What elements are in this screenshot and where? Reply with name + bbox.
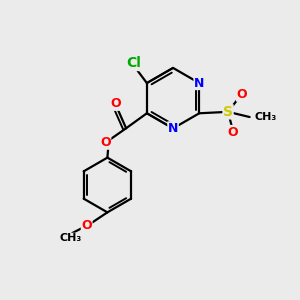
Text: CH₃: CH₃ bbox=[255, 112, 277, 122]
Text: CH₃: CH₃ bbox=[60, 233, 82, 243]
Text: N: N bbox=[194, 76, 204, 89]
Text: O: O bbox=[111, 97, 121, 110]
Text: O: O bbox=[227, 125, 238, 139]
Text: N: N bbox=[168, 122, 178, 135]
Text: Cl: Cl bbox=[127, 56, 141, 70]
Text: O: O bbox=[81, 219, 92, 232]
Text: S: S bbox=[223, 105, 233, 119]
Text: O: O bbox=[100, 136, 111, 149]
Text: O: O bbox=[236, 88, 247, 101]
